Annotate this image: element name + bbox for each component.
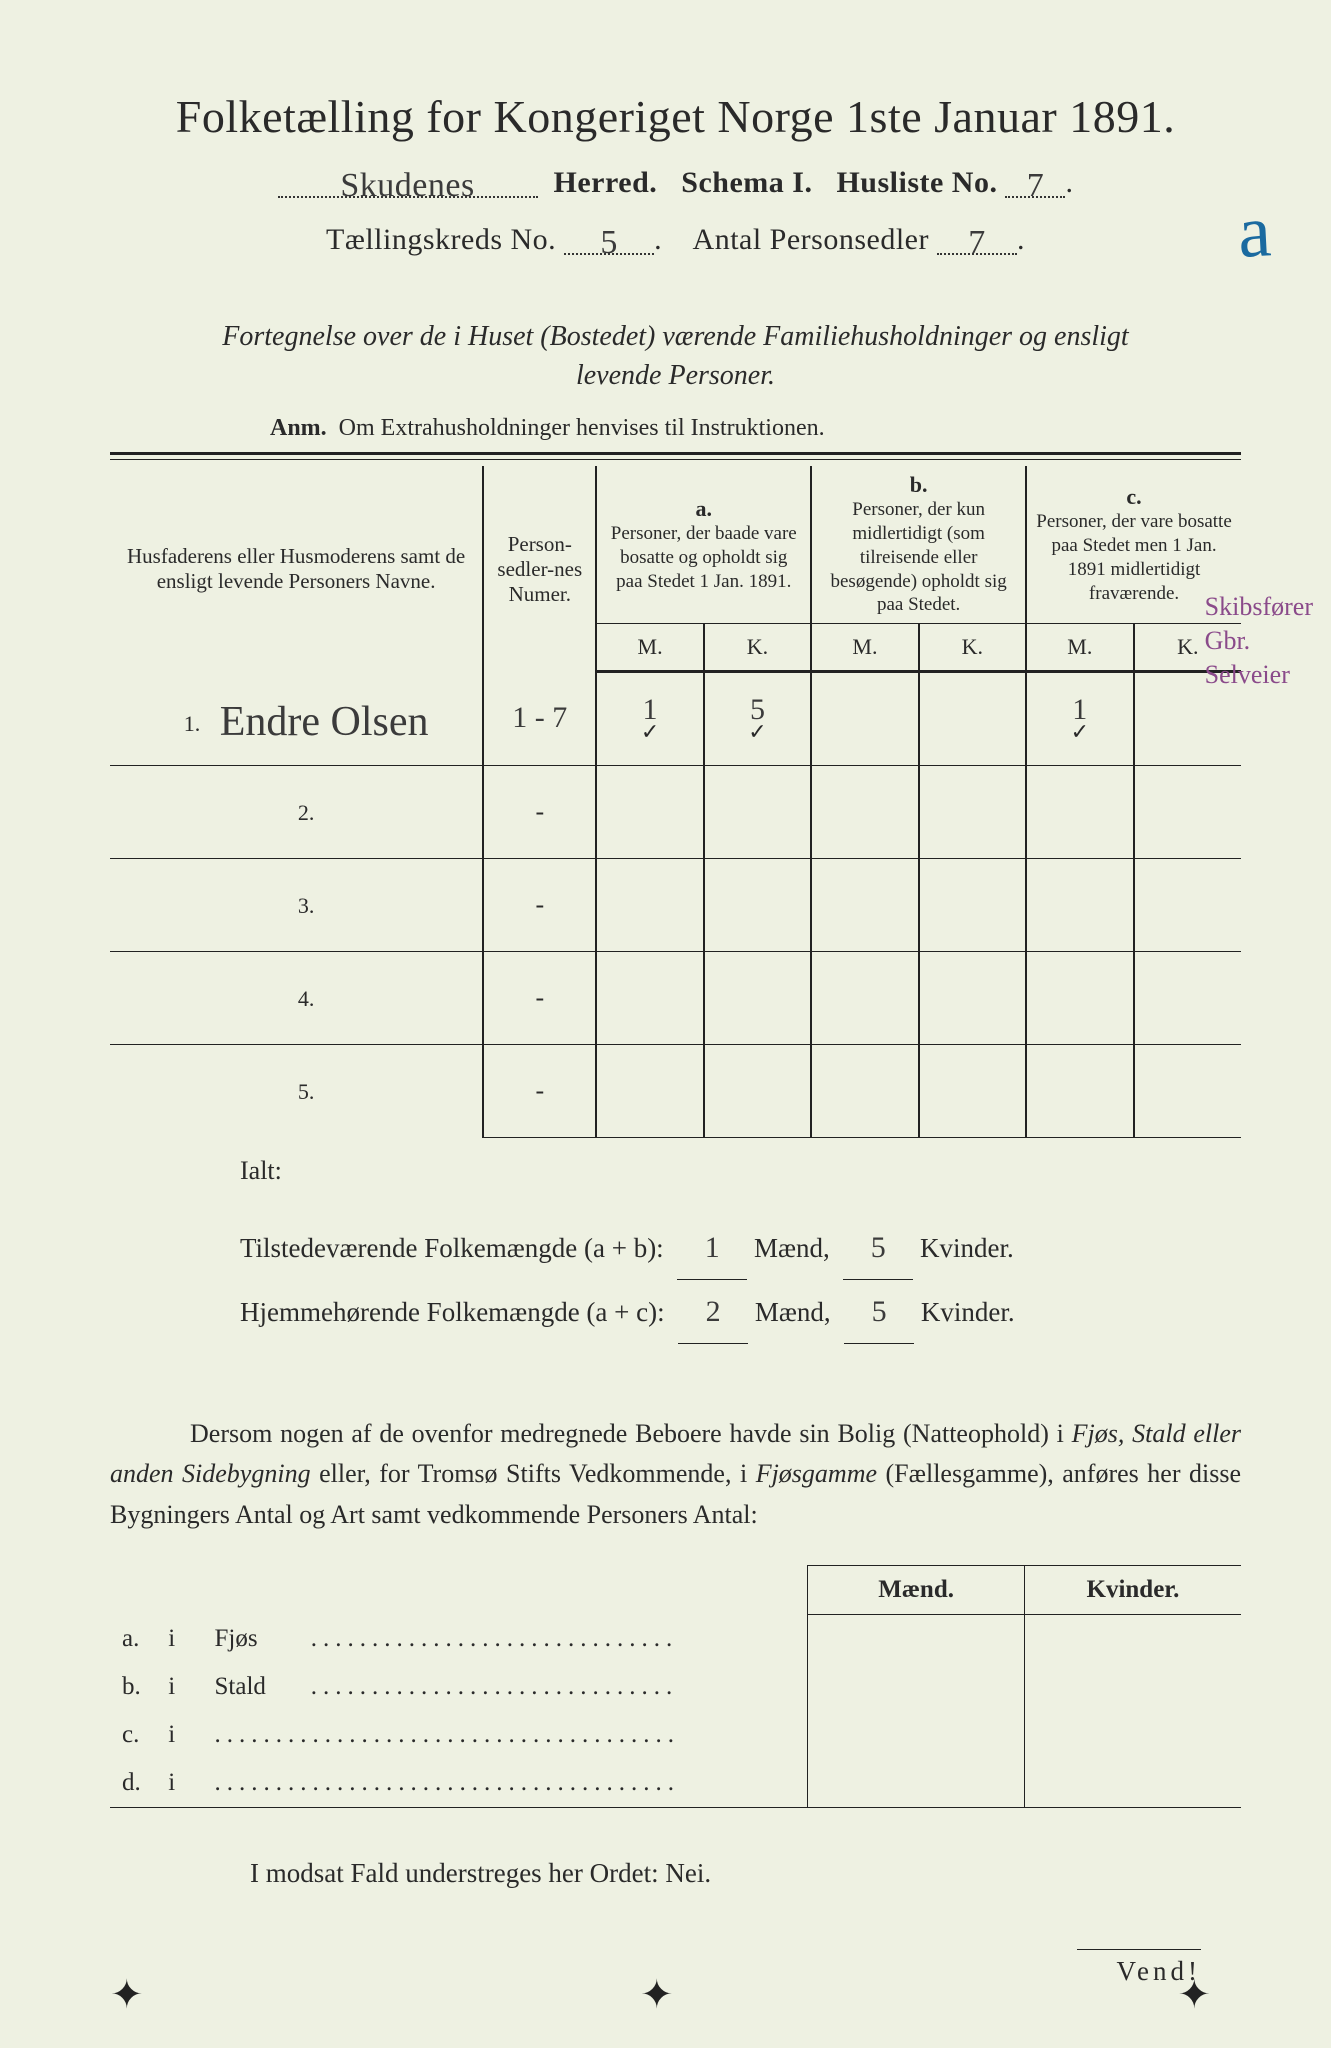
row-number: 5. bbox=[278, 1079, 315, 1104]
table-row: c. i ...................................… bbox=[110, 1711, 1241, 1759]
totals-line2-label: Hjemmehørende Folkemængde (a + c): bbox=[240, 1284, 665, 1341]
table-row: 5. - bbox=[110, 1045, 1241, 1138]
check-icon: ✓ bbox=[605, 719, 694, 745]
dots-icon: ...................................... bbox=[215, 1721, 681, 1748]
table-row: d. i ...................................… bbox=[110, 1759, 1241, 1808]
margin-notes: Skibsfører Gbr. Selveier bbox=[1205, 590, 1313, 691]
mk-row-type: Fjøs bbox=[215, 1625, 305, 1653]
big-letter-annotation: a bbox=[1236, 189, 1273, 276]
anm-note: Anm. Om Extrahusholdninger henvises til … bbox=[270, 415, 1241, 442]
col-b-label: b. bbox=[820, 472, 1017, 498]
outbuilding-table: Mænd. Kvinder. a. i Fjøs ...............… bbox=[110, 1565, 1241, 1808]
totals-block: Tilstedeværende Folkemængde (a + b): 1 M… bbox=[240, 1216, 1241, 1344]
para-ital2: Fjøsgamme bbox=[756, 1459, 877, 1488]
person-sedler-num: - bbox=[483, 952, 596, 1045]
row-number: 1. bbox=[164, 711, 201, 736]
totals-line2-M: 2 bbox=[706, 1295, 721, 1328]
para-text1: Dersom nogen af de ovenfor medregnede Be… bbox=[190, 1419, 1072, 1448]
row-number: 4. bbox=[278, 986, 315, 1011]
totals-line1-K: 5 bbox=[871, 1231, 886, 1264]
person-name: Endre Olsen bbox=[220, 699, 429, 745]
person-sedler-num: - bbox=[483, 859, 596, 952]
nei-line: I modsat Fald understreges her Ordet: Ne… bbox=[250, 1858, 1241, 1889]
col-c-label: c. bbox=[1035, 484, 1233, 510]
mk-row-letter: c. bbox=[122, 1721, 162, 1749]
totals-line2-K: 5 bbox=[872, 1295, 887, 1328]
para-text2: eller, for Tromsø Stifts Vedkommende, i bbox=[311, 1459, 756, 1488]
subtitle-line1: Fortegnelse over de i Huset (Bostedet) v… bbox=[222, 321, 1128, 352]
antal-label: Antal Personsedler bbox=[693, 223, 929, 256]
col-name-header: Husfaderens eller Husmoderens samt de en… bbox=[127, 544, 465, 593]
herred-label: Herred. bbox=[554, 166, 658, 199]
table-row: b. i Stald .............................… bbox=[110, 1663, 1241, 1711]
col-b-M: M. bbox=[811, 624, 918, 672]
check-icon: ✓ bbox=[713, 719, 802, 745]
mk-row-letter: a. bbox=[122, 1625, 162, 1653]
col-num-header: Person-sedler-nes Numer. bbox=[497, 532, 582, 606]
mk-row-i: i bbox=[168, 1769, 208, 1797]
corner-dot-icon: ✦ bbox=[1177, 1971, 1211, 2018]
mk-row-i: i bbox=[168, 1673, 208, 1701]
dots-icon: ...................................... bbox=[215, 1769, 681, 1796]
mk-row-i: i bbox=[168, 1625, 208, 1653]
husliste-label: Husliste No. bbox=[836, 166, 997, 199]
kvinder-label: Kvinder. bbox=[920, 1233, 1014, 1263]
husliste-value: 7 bbox=[1027, 167, 1045, 204]
col-a-desc: Personer, der baade vare bosatte og opho… bbox=[605, 522, 802, 593]
table-row: 2. - bbox=[110, 766, 1241, 859]
census-main-table: Husfaderens eller Husmoderens samt de en… bbox=[110, 466, 1241, 1138]
kreds-label: Tællingskreds No. bbox=[326, 223, 556, 256]
mk-row-letter: b. bbox=[122, 1673, 162, 1701]
mk-maend-header: Mænd. bbox=[808, 1566, 1025, 1615]
col-b-K: K. bbox=[919, 624, 1026, 672]
corner-dot-icon: ✦ bbox=[110, 1971, 144, 2018]
maend-label: Mænd, bbox=[755, 1297, 831, 1327]
margin-note-2: Gbr. bbox=[1205, 624, 1313, 658]
col-a-M: M. bbox=[596, 624, 703, 672]
header-line-herred: Skudenes Herred. Schema I. Husliste No. … bbox=[110, 163, 1241, 200]
census-form-page: Folketælling for Kongeriget Norge 1ste J… bbox=[0, 0, 1331, 2048]
outbuilding-paragraph: Dersom nogen af de ovenfor medregnede Be… bbox=[110, 1414, 1241, 1535]
subtitle-line2: levende Personer. bbox=[576, 360, 775, 391]
ialt-label: Ialt: bbox=[240, 1156, 1241, 1186]
antal-value: 7 bbox=[968, 224, 986, 261]
dots-icon: .............................. bbox=[311, 1625, 679, 1652]
mk-row-type: Stald bbox=[215, 1673, 305, 1701]
anm-text: Om Extrahusholdninger henvises til Instr… bbox=[339, 415, 825, 441]
page-title: Folketælling for Kongeriget Norge 1ste J… bbox=[110, 90, 1241, 143]
row-number: 2. bbox=[278, 800, 315, 825]
row-number: 3. bbox=[278, 893, 315, 918]
schema-label: Schema I. bbox=[681, 166, 812, 199]
col-c-M: M. bbox=[1026, 624, 1133, 672]
totals-line1-label: Tilstedeværende Folkemængde (a + b): bbox=[240, 1220, 664, 1277]
dots-icon: .............................. bbox=[311, 1673, 679, 1700]
kreds-value: 5 bbox=[600, 224, 618, 261]
corner-dot-icon: ✦ bbox=[640, 1971, 674, 2018]
table-row: 1. Endre Olsen 1 - 7 1✓ 5✓ 1✓ bbox=[110, 672, 1241, 766]
col-b-desc: Personer, der kun midlertidigt (som tilr… bbox=[820, 498, 1017, 617]
table-row: 4. - bbox=[110, 952, 1241, 1045]
subtitle: Fortegnelse over de i Huset (Bostedet) v… bbox=[150, 317, 1201, 395]
col-a-label: a. bbox=[605, 496, 802, 522]
check-icon: ✓ bbox=[1035, 719, 1124, 745]
totals-line1-M: 1 bbox=[705, 1231, 720, 1264]
person-sedler-num: 1 - 7 bbox=[512, 701, 567, 734]
margin-note-1: Skibsfører bbox=[1205, 590, 1313, 624]
herred-value: Skudenes bbox=[340, 167, 474, 204]
maend-label: Mænd, bbox=[754, 1233, 830, 1263]
col-a-K: K. bbox=[704, 624, 811, 672]
kvinder-label: Kvinder. bbox=[921, 1297, 1015, 1327]
person-sedler-num: - bbox=[483, 1045, 596, 1138]
person-sedler-num: - bbox=[483, 766, 596, 859]
header-line-kreds: Tællingskreds No. 5 . Antal Personsedler… bbox=[110, 220, 1241, 257]
table-row: 3. - bbox=[110, 859, 1241, 952]
margin-note-3: Selveier bbox=[1205, 658, 1313, 692]
col-c-desc: Personer, der vare bosatte paa Stedet me… bbox=[1035, 510, 1233, 605]
mk-row-i: i bbox=[168, 1721, 208, 1749]
table-row: a. i Fjøs .............................. bbox=[110, 1615, 1241, 1663]
mk-row-letter: d. bbox=[122, 1769, 162, 1797]
mk-kvinder-header: Kvinder. bbox=[1024, 1566, 1241, 1615]
